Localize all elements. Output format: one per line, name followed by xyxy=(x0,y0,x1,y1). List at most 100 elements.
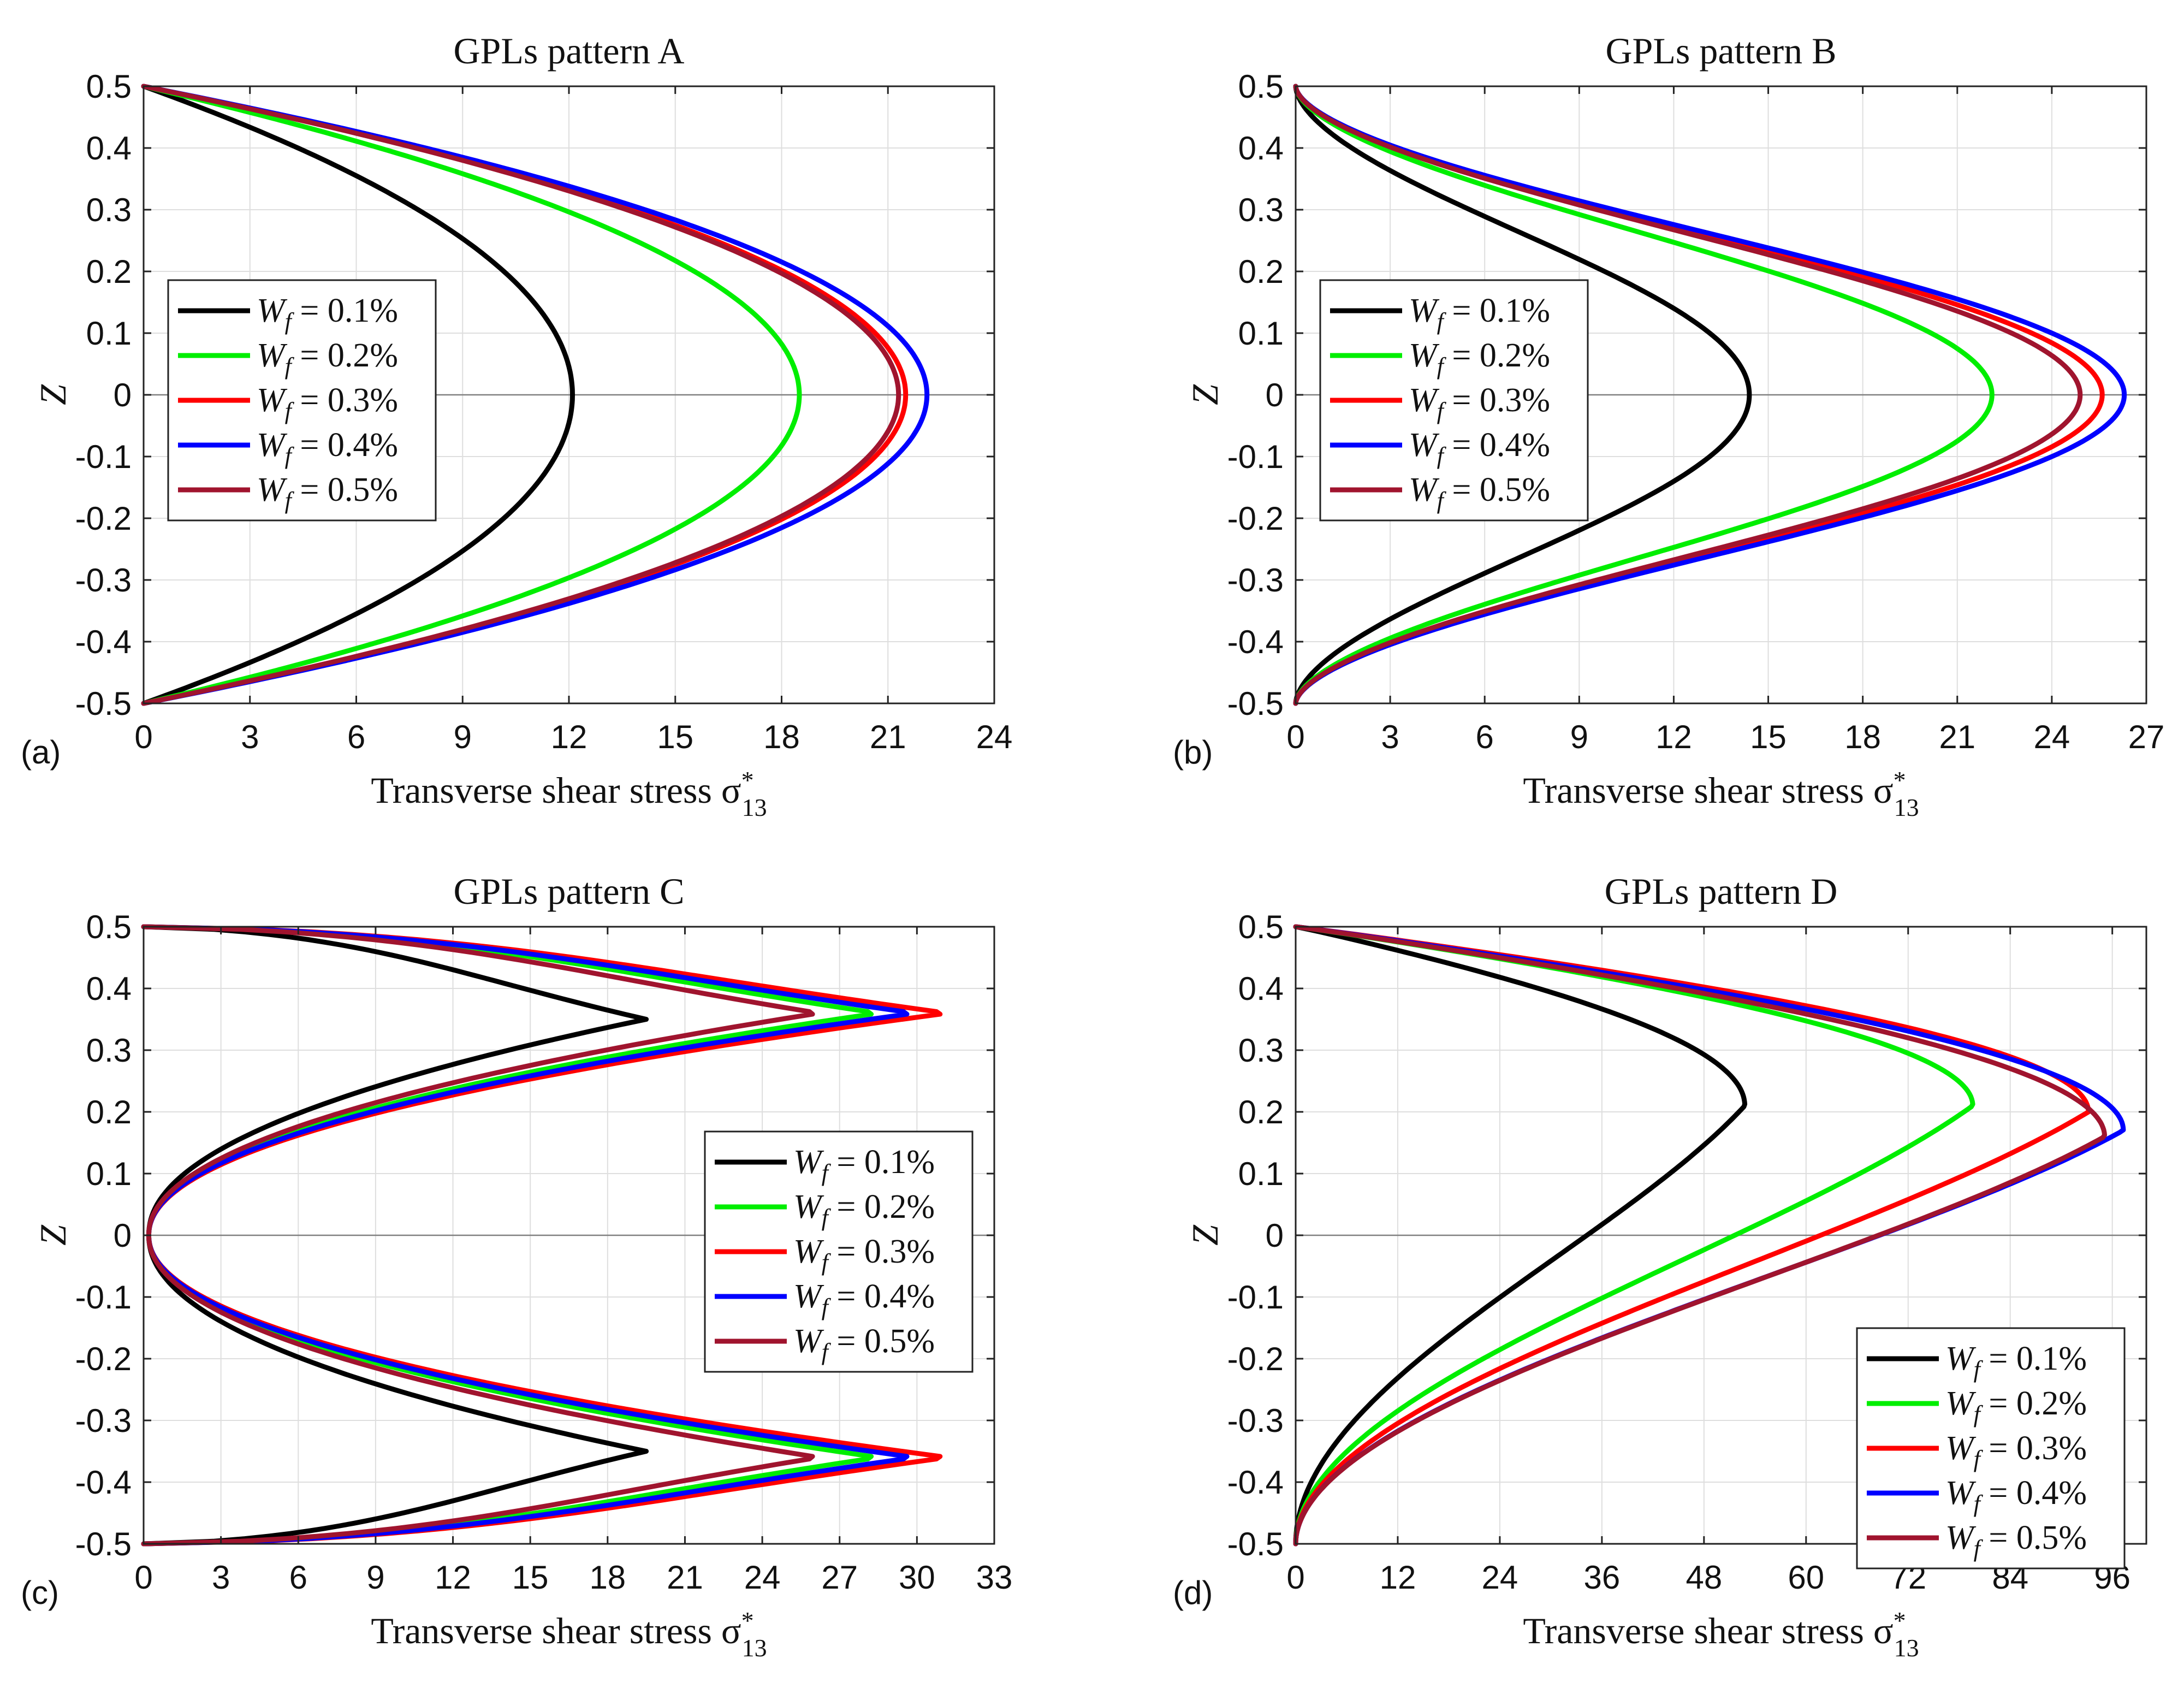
y-tick-label: 0.3 xyxy=(86,1032,132,1069)
x-tick-label: 21 xyxy=(870,719,906,755)
y-tick-label: 0.5 xyxy=(86,909,132,945)
chart-title: GPLs pattern B xyxy=(1605,30,1836,72)
y-tick-label: -0.2 xyxy=(75,1341,132,1377)
chart-panel-1: 0 3 6 9 12 15 18 21 24 0.5 0.4 0.3 0.2 0.1 0 -0.1 -0.2 -0… xyxy=(21,30,1012,821)
x-tick-label: 6 xyxy=(1476,719,1494,755)
y-tick-label: 0 xyxy=(114,1217,132,1254)
series-line-1 xyxy=(1293,924,1748,1547)
y-tick-label: 0 xyxy=(114,377,132,413)
y-tick-label: 0 xyxy=(1266,1217,1284,1254)
panel-label: (d) xyxy=(1173,1574,1213,1611)
y-axis-label: Z xyxy=(32,384,74,405)
chart-title: GPLs pattern C xyxy=(453,870,684,912)
x-tick-label: 9 xyxy=(454,719,472,755)
y-tick-label: 0 xyxy=(1266,377,1284,413)
x-tick-label: 3 xyxy=(241,719,259,755)
x-tick-label: 6 xyxy=(347,719,365,755)
y-tick-label: -0.3 xyxy=(1227,1402,1284,1439)
legend-label: Wf = 0.2% xyxy=(793,1188,935,1231)
y-axis-label: Z xyxy=(1184,384,1226,405)
legend-label: Wf = 0.3% xyxy=(1945,1430,2087,1472)
y-axis-label: Z xyxy=(1184,1224,1226,1246)
legend-label: Wf = 0.1% xyxy=(1409,292,1550,335)
x-tick-label: 24 xyxy=(1482,1559,1518,1596)
panel-label: (c) xyxy=(21,1574,59,1611)
legend-label: Wf = 0.3% xyxy=(257,382,398,424)
y-tick-label: 0.3 xyxy=(1238,1032,1284,1069)
y-tick-label: 0.2 xyxy=(1238,1094,1284,1130)
series-line-1 xyxy=(141,84,575,706)
legend-label: Wf = 0.4% xyxy=(1409,427,1550,469)
legend-label: Wf = 0.3% xyxy=(1409,382,1550,424)
x-tick-label: 9 xyxy=(1570,719,1588,755)
legend-label: Wf = 0.1% xyxy=(793,1144,935,1186)
x-tick-label: 0 xyxy=(134,719,152,755)
x-tick-label: 30 xyxy=(899,1559,935,1596)
y-tick-label: -0.1 xyxy=(75,1279,132,1316)
legend: Wf = 0.1%Wf = 0.2%Wf = 0.3%Wf = 0.4%Wf =… xyxy=(1856,1327,2126,1570)
x-tick-label: 12 xyxy=(435,1559,471,1596)
x-tick-label: 0 xyxy=(1286,1559,1304,1596)
legend-label: Wf = 0.1% xyxy=(1945,1340,2087,1383)
series-line-5 xyxy=(1293,924,2108,1547)
y-tick-label: -0.5 xyxy=(75,685,132,722)
series-line-2 xyxy=(1293,924,1975,1547)
x-tick-label: 24 xyxy=(976,719,1013,755)
legend-label: Wf = 0.4% xyxy=(257,427,398,469)
y-tick-label: 0.5 xyxy=(1238,909,1284,945)
y-tick-label: -0.2 xyxy=(1227,500,1284,537)
legend-label: Wf = 0.4% xyxy=(1945,1474,2087,1517)
chart-title: GPLs pattern A xyxy=(453,30,684,72)
panel-label: (b) xyxy=(1173,734,1213,771)
y-tick-label: 0.4 xyxy=(86,970,132,1007)
x-tick-label: 60 xyxy=(1788,1559,1824,1596)
x-tick-label: 27 xyxy=(821,1559,858,1596)
y-tick-label: -0.3 xyxy=(75,1402,132,1439)
y-tick-label: -0.5 xyxy=(1227,1526,1284,1562)
x-tick-label: 12 xyxy=(1380,1559,1416,1596)
y-axis-label: Z xyxy=(32,1224,74,1246)
series-line-5 xyxy=(141,84,901,706)
y-tick-label: -0.3 xyxy=(1227,562,1284,599)
legend: Wf = 0.1%Wf = 0.2%Wf = 0.3%Wf = 0.4%Wf =… xyxy=(1319,279,1589,522)
chart-panel-4: 0 12 24 36 48 60 72 84 960.50.40.30.20.10-0.1-0.… xyxy=(1173,870,2147,1662)
y-tick-label: 0.2 xyxy=(86,253,132,290)
series-line-2 xyxy=(1293,84,1995,706)
series-line-5 xyxy=(1293,84,2083,706)
y-tick-label: -0.4 xyxy=(1227,1464,1284,1501)
x-tick-label: 15 xyxy=(657,719,693,755)
x-tick-label: 9 xyxy=(366,1559,384,1596)
x-tick-label: 0 xyxy=(1286,719,1304,755)
y-tick-label: 0.1 xyxy=(1238,1156,1284,1192)
y-tick-label: 0.1 xyxy=(1238,315,1284,352)
x-axis-label: Transverse shear stress σ* 13 xyxy=(371,1607,767,1662)
x-tick-label: 15 xyxy=(512,1559,549,1596)
x-tick-label: 12 xyxy=(551,719,587,755)
legend-label: Wf = 0.1% xyxy=(257,292,398,335)
y-tick-label: 0.3 xyxy=(1238,192,1284,228)
x-axis-label: Transverse shear stress σ* 13 xyxy=(1523,766,1919,821)
y-tick-label: -0.1 xyxy=(75,439,132,475)
y-tick-label: 0.2 xyxy=(86,1094,132,1130)
legend-label: Wf = 0.5% xyxy=(257,471,398,514)
series-line-4 xyxy=(1293,84,2127,706)
x-tick-label: 48 xyxy=(1686,1559,1722,1596)
legend-label: Wf = 0.2% xyxy=(257,337,398,380)
x-tick-label: 0 xyxy=(134,1559,152,1596)
y-tick-label: 0.1 xyxy=(86,1156,132,1192)
x-tick-label: 6 xyxy=(289,1559,307,1596)
legend-label: Wf = 0.5% xyxy=(1409,471,1550,514)
legend: Wf = 0.1%Wf = 0.2%Wf = 0.3%Wf = 0.4%Wf =… xyxy=(167,279,437,522)
y-tick-label: 0.3 xyxy=(86,192,132,228)
series-line-4 xyxy=(141,84,930,706)
y-tick-label: -0.2 xyxy=(1227,1341,1284,1377)
series-line-2 xyxy=(141,84,802,706)
y-tick-label: -0.4 xyxy=(75,1464,132,1501)
series-line-1 xyxy=(1293,84,1752,706)
legend-label: Wf = 0.2% xyxy=(1945,1385,2087,1428)
y-tick-label: -0.2 xyxy=(75,500,132,537)
x-axis-label: Transverse shear stress σ* 13 xyxy=(371,766,767,821)
y-tick-label: -0.5 xyxy=(75,1526,132,1562)
y-tick-label: 0.5 xyxy=(86,68,132,105)
